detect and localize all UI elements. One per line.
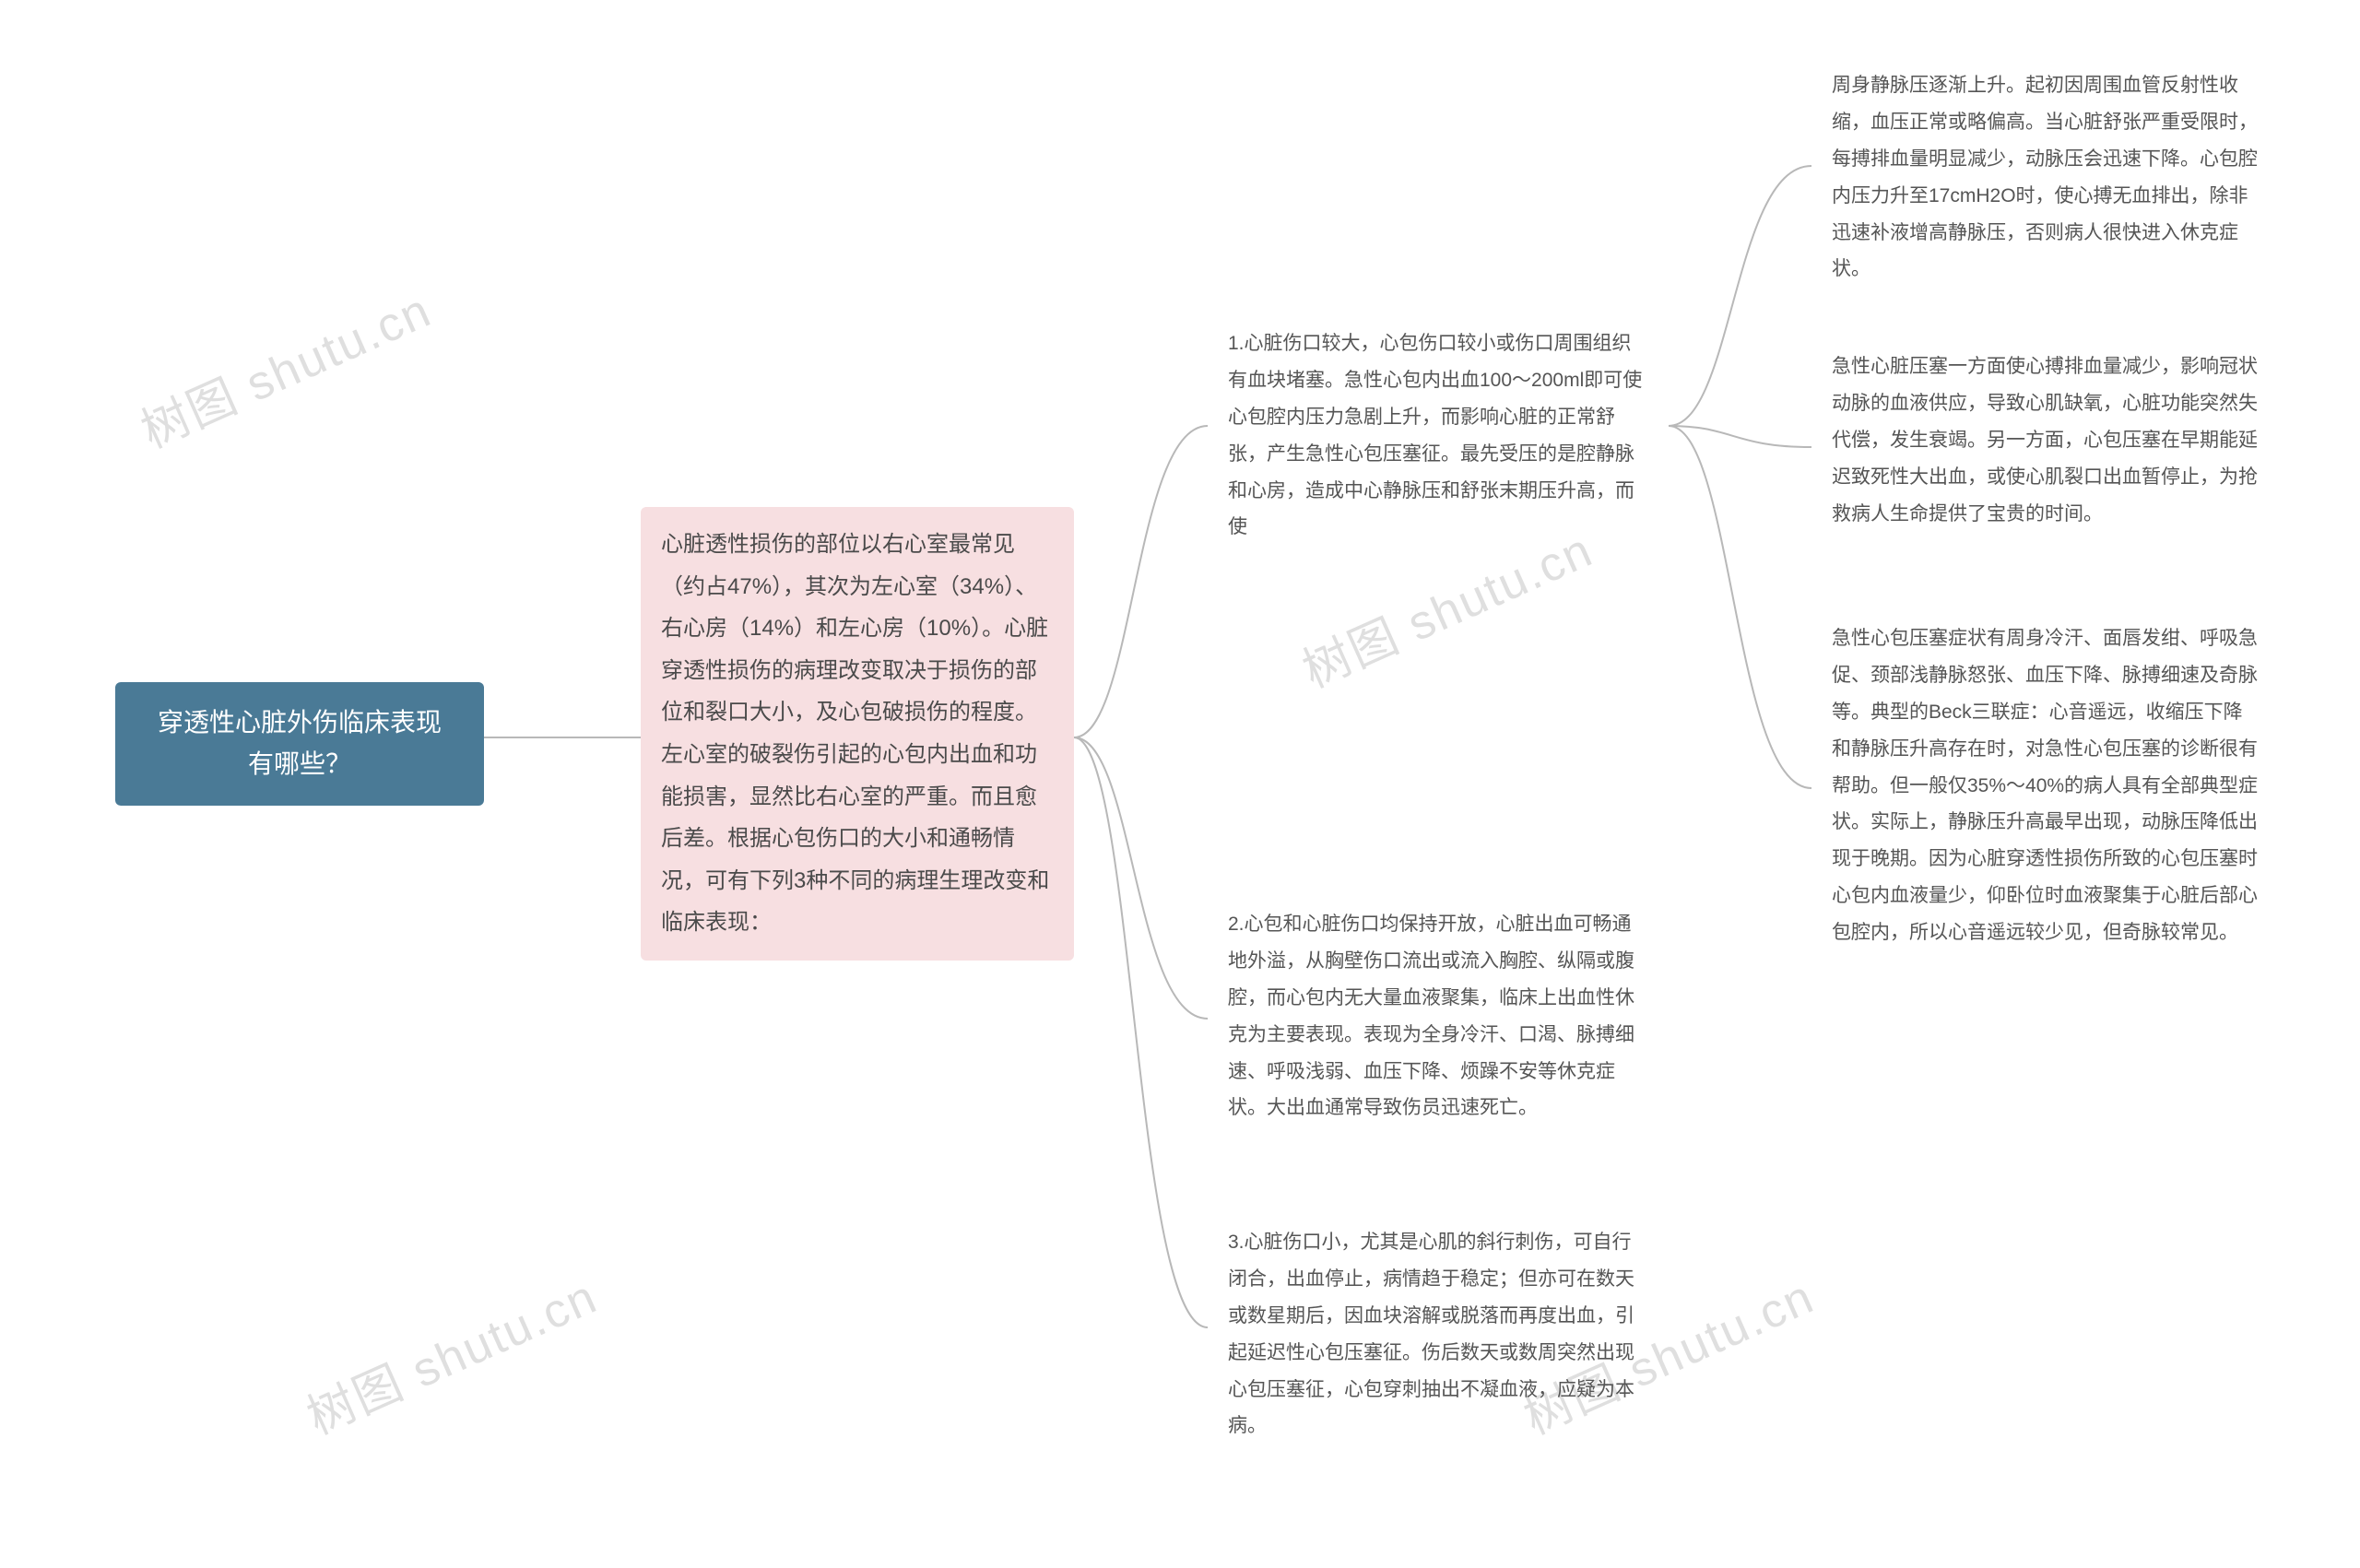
root-text: 穿透性心脏外伤临床表现有哪些？ xyxy=(158,708,442,778)
mindmap-canvas: 树图 shutu.cn 树图 shutu.cn 树图 shutu.cn 树图 s… xyxy=(0,0,2360,1568)
connector xyxy=(1669,426,1811,447)
branch-1-child-3: 急性心包压塞症状有周身冷汗、面唇发绀、呼吸急促、颈部浅静脉怒张、血压下降、脉搏细… xyxy=(1811,604,2282,968)
branch-1-child-2-text: 急性心脏压塞一方面使心搏排血量减少，影响冠状动脉的血液供应，导致心肌缺氧，心脏功… xyxy=(1832,356,2258,525)
connector xyxy=(1074,737,1208,1019)
intro-text: 心脏透性损伤的部位以右心室最常见（约占47%），其次为左心室（34%）、右心房（… xyxy=(661,532,1049,935)
intro-node: 心脏透性损伤的部位以右心室最常见（约占47%），其次为左心室（34%）、右心房（… xyxy=(641,507,1074,961)
branch-3-text: 3.心脏伤口小，尤其是心肌的斜行刺伤，可自行闭合，出血停止，病情趋于稳定；但亦可… xyxy=(1228,1232,1634,1436)
branch-1-text: 1.心脏伤口较大，心包伤口较小或伤口周围组织有血块堵塞。急性心包内出血100～2… xyxy=(1228,333,1642,537)
watermark: 树图 shutu.cn xyxy=(294,1258,606,1448)
root-node: 穿透性心脏外伤临床表现有哪些？ xyxy=(115,682,484,806)
connector xyxy=(1074,426,1208,737)
branch-1-child-3-text: 急性心包压塞症状有周身冷汗、面唇发绀、呼吸急促、颈部浅静脉怒张、血压下降、脉搏细… xyxy=(1832,628,2258,943)
connector xyxy=(1669,166,1811,426)
branch-2-text: 2.心包和心脏伤口均保持开放，心脏出血可畅通地外溢，从胸壁伤口流出或流入胸腔、纵… xyxy=(1228,914,1634,1118)
connector xyxy=(1074,737,1208,1327)
connector xyxy=(1669,426,1811,788)
branch-1-child-1-text: 周身静脉压逐渐上升。起初因周围血管反射性收缩，血压正常或略偏高。当心脏舒张严重受… xyxy=(1832,75,2258,279)
branch-3: 3.心脏伤口小，尤其是心肌的斜行刺伤，可自行闭合，出血停止，病情趋于稳定；但亦可… xyxy=(1208,1208,1669,1461)
branch-2: 2.心包和心脏伤口均保持开放，心脏出血可畅通地外溢，从胸壁伤口流出或流入胸腔、纵… xyxy=(1208,890,1669,1143)
branch-1-child-1: 周身静脉压逐渐上升。起初因周围血管反射性收缩，血压正常或略偏高。当心脏舒张严重受… xyxy=(1811,51,2282,304)
branch-1-child-2: 急性心脏压塞一方面使心搏排血量减少，影响冠状动脉的血液供应，导致心肌缺氧，心脏功… xyxy=(1811,332,2282,548)
branch-1: 1.心脏伤口较大，心包伤口较小或伤口周围组织有血块堵塞。急性心包内出血100～2… xyxy=(1208,309,1669,562)
watermark: 树图 shutu.cn xyxy=(128,272,440,462)
